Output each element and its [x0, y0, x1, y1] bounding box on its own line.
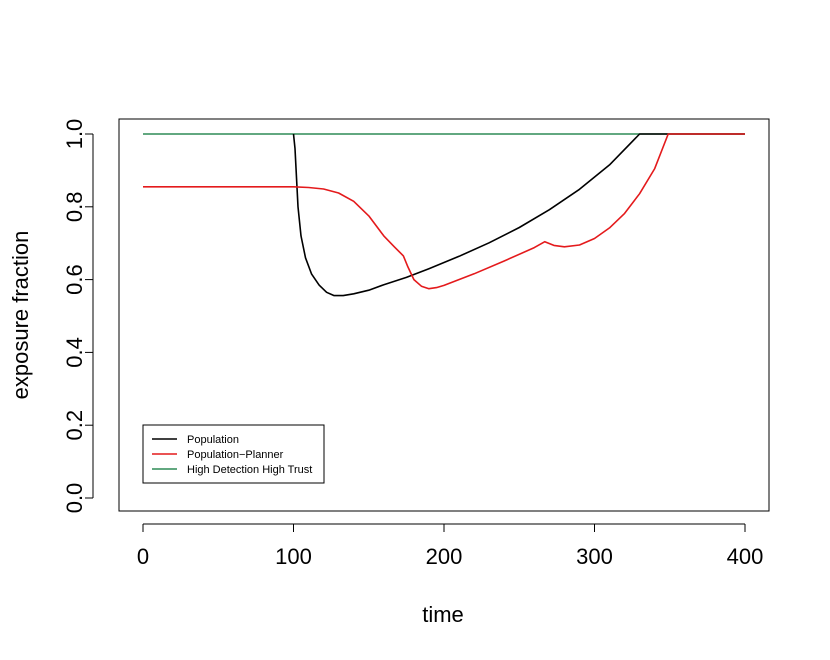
y-tick-label: 0.0 [62, 483, 87, 514]
legend-label-population-planner: Population−Planner [187, 449, 284, 461]
x-axis: 0 100 200 300 400 [137, 523, 764, 569]
x-tick-label: 100 [275, 544, 312, 569]
legend-label-population: Population [187, 434, 239, 446]
y-tick-label: 0.4 [62, 337, 87, 368]
x-tick-label: 200 [426, 544, 463, 569]
legend-label-high-detection-high-trust: High Detection High Trust [187, 464, 312, 476]
y-axis-label: exposure fraction [8, 231, 33, 400]
x-tick-label: 0 [137, 544, 149, 569]
legend: Population Population−Planner High Detec… [142, 424, 325, 484]
x-axis-label: time [422, 602, 464, 627]
plot-frame [118, 118, 770, 512]
y-tick-label: 0.2 [62, 410, 87, 441]
x-tick-label: 400 [727, 544, 764, 569]
series-line-population [292, 133, 745, 297]
y-axis: 0.0 0.2 0.4 0.6 0.8 1.0 [62, 119, 94, 514]
y-tick-label: 0.8 [62, 192, 87, 223]
series-line-population-planner [143, 133, 745, 290]
y-tick-label: 0.6 [62, 264, 87, 295]
x-tick-label: 300 [576, 544, 613, 569]
y-tick-label: 1.0 [62, 119, 87, 150]
series-layer [143, 133, 745, 297]
